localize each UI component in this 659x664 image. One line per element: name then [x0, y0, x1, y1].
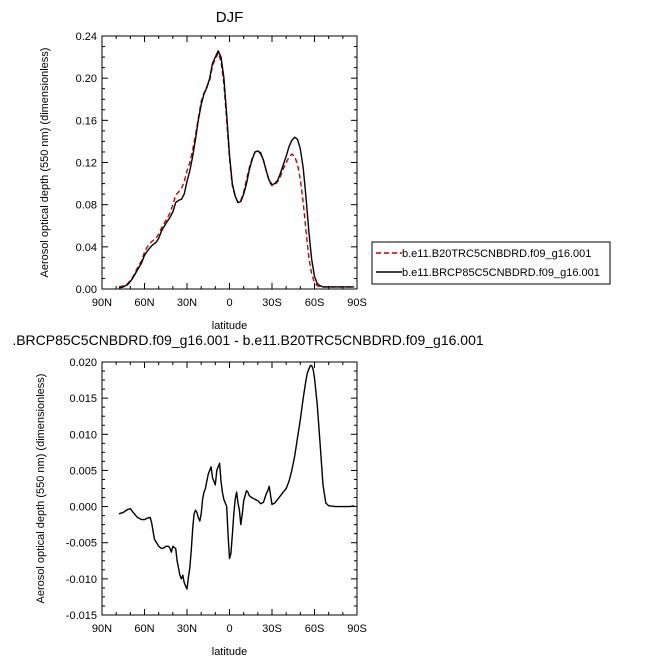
x-tick-label: 30N	[177, 297, 197, 309]
x-axis-title: latitude	[212, 646, 247, 658]
plot-frame	[101, 35, 358, 290]
y-tick-label: -0.005	[66, 538, 97, 550]
x-tick-label: 30S	[262, 297, 282, 309]
y-tick-label: -0.010	[66, 574, 97, 586]
plot-frame	[101, 361, 358, 616]
series-line-2	[118, 50, 355, 289]
x-tick-label: 60N	[134, 623, 154, 635]
x-tick-label: 60S	[305, 623, 325, 635]
legend: b.e11.B20TRC5CNBDRD.f09_g16.001 b.e11.BRC…	[371, 241, 611, 285]
x-tick-label: 60N	[134, 297, 154, 309]
y-tick-label: 0.005	[69, 465, 97, 477]
chart-panel-2: .BRCP85C5CNBDRD.f09_g16.001 - b.e11.B20T…	[12, 332, 484, 658]
x-tick-label: 60S	[305, 297, 325, 309]
chart-panel-1: DJF 90N 60N 30N 0 30S 60S 90S 0.00 0.04 0.08 0.12 0.…	[39, 9, 611, 332]
y-tick-label: 0.00	[76, 284, 97, 296]
legend-box	[371, 241, 611, 285]
legend-label-1: b.e11.B20TRC5CNBDRD.f09_g16.001	[402, 248, 591, 260]
y-tick-label: 0.24	[76, 31, 97, 43]
y-tick-label: 0.000	[69, 502, 97, 514]
y-tick-label: 0.020	[69, 357, 97, 369]
x-axis-title: latitude	[212, 320, 247, 332]
x-tick-label: 0	[226, 297, 232, 309]
y-tick-label: -0.015	[66, 610, 97, 622]
x-tick-label: 90S	[347, 297, 367, 309]
y-tick-label: 0.20	[76, 73, 97, 85]
chart-title: .BRCP85C5CNBDRD.f09_g16.001 - b.e11.B20T…	[12, 332, 484, 348]
x-tick-label: 90N	[92, 623, 112, 635]
x-tick-label: 30S	[262, 623, 282, 635]
y-tick-label: 0.010	[69, 429, 97, 441]
x-tick-label: 90S	[347, 623, 367, 635]
chart-title: DJF	[216, 9, 244, 26]
legend-label-2: b.e11.BRCP85C5CNBDRD.f09_g16.001	[402, 267, 600, 279]
series-line-1	[118, 52, 355, 288]
x-tick-label: 90N	[92, 297, 112, 309]
y-axis-title: Aerosol optical depth (550 nm) (dimensio…	[39, 48, 51, 278]
x-tick-label: 30N	[177, 623, 197, 635]
y-tick-label: 0.16	[76, 115, 97, 127]
series-line-1	[118, 364, 355, 590]
y-tick-label: 0.12	[76, 158, 97, 170]
y-tick-label: 0.015	[69, 393, 97, 405]
y-tick-label: 0.08	[76, 200, 97, 212]
y-axis-title: Aerosol optical depth (550 nm) (dimensio…	[35, 374, 47, 604]
y-tick-label: 0.04	[76, 242, 97, 254]
x-tick-label: 0	[226, 623, 232, 635]
